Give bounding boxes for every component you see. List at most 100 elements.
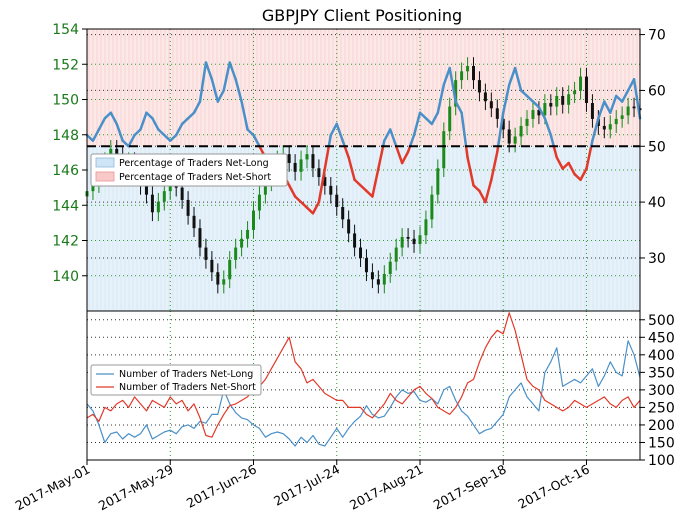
positioning-segment xyxy=(343,145,350,159)
candle-body xyxy=(501,118,505,130)
positioning-segment xyxy=(168,133,178,142)
right-tick-label: 30 xyxy=(648,251,666,267)
candle-body xyxy=(466,66,470,72)
positioning-segment xyxy=(585,145,593,170)
candle-body xyxy=(144,185,148,195)
candle-body xyxy=(400,236,404,248)
candle-body xyxy=(150,194,154,213)
x-tick-label: 2017-Oct-16 xyxy=(515,461,592,511)
positioning-segment xyxy=(484,178,493,204)
top-legend: Percentage of Traders Net-Long Percentage… xyxy=(90,153,288,187)
positioning-segment xyxy=(472,184,481,193)
candle-body xyxy=(448,106,452,132)
candle-body xyxy=(210,259,214,273)
positioning-segment xyxy=(448,66,457,103)
positioning-segment xyxy=(157,128,166,137)
candle-body xyxy=(341,207,345,220)
positioning-segment xyxy=(329,122,338,137)
positioning-segment xyxy=(216,89,226,103)
positioning-segment xyxy=(198,61,208,103)
candle-body xyxy=(489,101,493,109)
candle-body xyxy=(579,76,583,91)
candle-body xyxy=(91,184,95,192)
positioning-segment xyxy=(228,61,237,81)
positioning-segment xyxy=(252,133,261,148)
candle-body xyxy=(454,80,458,107)
bottom-right-tick-label: 350 xyxy=(648,365,675,381)
positioning-segment xyxy=(353,178,362,187)
positioning-segment xyxy=(377,145,385,170)
bottom-right-tick-label: 200 xyxy=(648,418,675,434)
positioning-segment xyxy=(210,78,220,103)
candle-body xyxy=(293,162,297,172)
candle-body xyxy=(115,148,119,156)
candle-body xyxy=(317,168,321,178)
positioning-segment xyxy=(127,133,136,148)
candle-body xyxy=(531,110,535,119)
bottom-legend: Number of Traders Net-Long Number of Trad… xyxy=(90,364,262,396)
positioning-segment xyxy=(531,100,541,109)
positioning-segment xyxy=(103,111,113,120)
candle-body xyxy=(186,199,190,216)
candle-body xyxy=(507,129,511,144)
bottom-right-tick-label: 400 xyxy=(648,348,675,364)
positioning-segment xyxy=(460,111,468,148)
candle-body xyxy=(257,194,261,211)
positioning-segment xyxy=(133,128,142,137)
left-axis-ticks: 140 142 144 146 148 150 152 154 xyxy=(52,22,87,285)
positioning-segment xyxy=(180,117,190,126)
positioning-segment xyxy=(454,100,463,115)
positioning-segment xyxy=(335,122,344,142)
candle-body xyxy=(192,215,196,229)
candle-body xyxy=(329,185,333,195)
positioning-segment xyxy=(408,133,416,148)
x-tick-label: 2017-Aug-21 xyxy=(347,461,425,512)
candle-body xyxy=(430,194,434,220)
positioning-segment xyxy=(347,156,356,182)
positioning-segment xyxy=(555,156,564,170)
candle-body xyxy=(567,94,571,105)
candle-body xyxy=(305,154,309,160)
positioning-segment xyxy=(222,61,231,92)
candle-body xyxy=(388,261,392,274)
candle-body xyxy=(228,259,232,280)
bottom-right-tick-label: 100 xyxy=(648,453,675,469)
legend-swatch-net-short xyxy=(95,171,115,182)
positioning-segment xyxy=(299,200,309,209)
candle-body xyxy=(525,118,529,126)
candle-body xyxy=(590,103,594,119)
candle-body xyxy=(180,187,184,200)
positioning-segment xyxy=(305,206,315,215)
candle-body xyxy=(347,219,351,234)
legend-label-count-long: Number of Traders Net-Long xyxy=(119,369,253,380)
bottom-right-tick-label: 500 xyxy=(648,313,675,329)
legend-label-net-long: Percentage of Traders Net-Long xyxy=(119,158,269,169)
x-tick-label: 2017-May-29 xyxy=(96,461,176,513)
left-tick-label: 144 xyxy=(52,198,79,214)
candle-body xyxy=(156,201,160,213)
left-tick-label: 154 xyxy=(52,22,79,38)
x-axis-ticks: 2017-May-01 2017-May-29 2017-Jun-26 2017-Ju… xyxy=(13,460,592,513)
candle-body xyxy=(222,279,226,285)
legend-box xyxy=(90,153,288,187)
candle-body xyxy=(204,247,208,260)
legend-label-count-short: Number of Traders Net-Short xyxy=(119,382,256,393)
chart-title: GBPJPY Client Positioning xyxy=(262,6,462,25)
positioning-segment xyxy=(121,139,130,148)
candle-body xyxy=(442,131,446,169)
positioning-segment xyxy=(418,111,428,120)
candle-body xyxy=(483,92,487,102)
positioning-segment xyxy=(496,111,505,148)
positioning-segment xyxy=(97,117,107,131)
positioning-segment xyxy=(632,78,642,120)
candle-body xyxy=(460,71,464,81)
legend-swatch-net-long xyxy=(95,157,115,168)
positioning-segment xyxy=(174,122,184,137)
positioning-segment xyxy=(371,167,380,198)
positioning-segment xyxy=(579,167,588,182)
positioning-segment xyxy=(626,78,636,92)
candle-body xyxy=(168,182,172,192)
candle-body xyxy=(561,95,565,105)
positioning-segment xyxy=(115,122,124,142)
